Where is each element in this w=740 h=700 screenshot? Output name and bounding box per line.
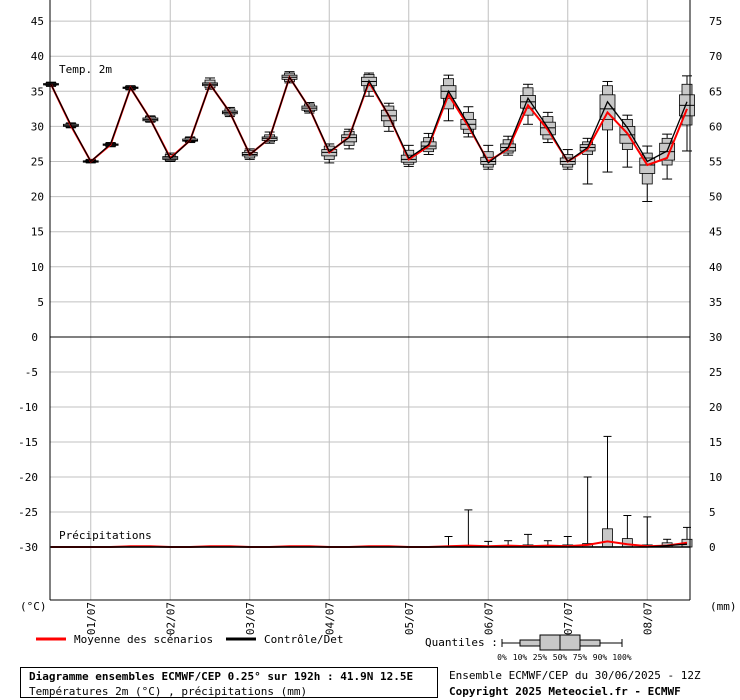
temp-left-tick: 45 [31, 15, 44, 28]
date-label: 06/07 [482, 602, 495, 635]
precip-left-tick: -5 [25, 366, 38, 379]
temp-boxplot [440, 74, 457, 122]
run-info: Ensemble ECMWF/CEP du 30/06/2025 - 12Z [449, 669, 701, 682]
title-box: Diagramme ensembles ECMWF/CEP 0.25° sur … [20, 667, 438, 698]
precip-right-tick: 10 [709, 471, 722, 484]
temp-right-tick: 65 [709, 85, 722, 98]
temp-right-tick: 50 [709, 191, 722, 204]
chart-title: Diagramme ensembles ECMWF/CEP 0.25° sur … [29, 670, 414, 683]
precip-left-tick: -15 [18, 436, 38, 449]
precip-boxplot [641, 516, 653, 548]
precip-left-tick: -10 [18, 401, 38, 414]
temp-left-tick: 25 [31, 156, 44, 169]
temp-left-tick: 5 [37, 296, 44, 309]
copyright: Copyright 2025 Meteociel.fr - ECMWF [449, 685, 681, 698]
grid-lines [50, 0, 690, 600]
quantile-tick: 75% [573, 653, 588, 662]
quantile-tick: 10% [513, 653, 528, 662]
precip-boxplot [462, 509, 474, 548]
temp-right-tick: 45 [709, 226, 722, 239]
legend-control-label: Contrôle/Det [264, 633, 343, 646]
quantile-tick-labels: 0% 10% 25% 50% 75% 90% 100% [497, 653, 632, 662]
date-label: 01/07 [85, 602, 98, 635]
precip-panel-title: Précipitations [59, 529, 152, 542]
quantile-tick: 100% [612, 653, 631, 662]
legend-mean-label: Moyenne des scénarios [74, 633, 213, 646]
axes [49, 0, 691, 601]
temp-boxplot [460, 106, 477, 138]
quantiles-inner-box-left [519, 639, 541, 647]
temp-left-tick: 30 [31, 120, 44, 133]
temp-left-tick: 20 [31, 191, 44, 204]
temp-panel-title: Temp. 2m [59, 63, 112, 76]
precip-boxplot [621, 515, 633, 548]
precip-boxplot [444, 536, 453, 547]
quantiles-label: Quantiles : [425, 636, 498, 649]
date-label: 05/07 [403, 602, 416, 635]
precip-box [602, 528, 613, 548]
date-label: 02/07 [164, 602, 177, 635]
quantile-tick: 0% [497, 653, 507, 662]
unit-right: (mm) [710, 600, 737, 613]
date-label: 07/07 [562, 602, 575, 635]
date-label: 04/07 [323, 602, 336, 635]
precip-right-tick: 30 [709, 331, 722, 344]
precip-right-tick: 5 [709, 506, 716, 519]
unit-left: (°C) [20, 600, 47, 613]
temp-left-tick: 10 [31, 261, 44, 274]
precip-right-tick: 25 [709, 366, 722, 379]
boxplot-inner-box [599, 94, 616, 120]
precip-left-tick: 0 [31, 331, 38, 344]
temp-boxplot [43, 81, 59, 87]
quantile-tick: 25% [533, 653, 548, 662]
precip-left-tick: -20 [18, 471, 38, 484]
temp-right-tick: 60 [709, 120, 722, 133]
temp-right-tick: 55 [709, 156, 722, 169]
precip-left-tick: -25 [18, 506, 38, 519]
temp-right-tick: 40 [709, 261, 722, 274]
temp-boxplot [599, 80, 616, 173]
precip-left-tick: -30 [18, 541, 38, 554]
temp-right-tick: 35 [709, 296, 722, 309]
temp-left-tick: 15 [31, 226, 44, 239]
quantiles-inner-box-right [579, 639, 601, 647]
precip-right-tick: 20 [709, 401, 722, 414]
temp-left-tick: 40 [31, 50, 44, 63]
temp-control-line [50, 75, 688, 164]
temp-right-tick: 75 [709, 15, 722, 28]
precip-boxplot [522, 533, 534, 548]
legend: Moyenne des scénarios Contrôle/Det [36, 633, 343, 646]
precip-right-tick: 15 [709, 436, 722, 449]
temp-right-tick: 70 [709, 50, 722, 63]
temp-boxplot [341, 128, 358, 150]
date-label: 03/07 [244, 602, 257, 635]
quantile-tick: 90% [593, 653, 608, 662]
quantile-tick: 50% [553, 653, 568, 662]
precip-boxplot [602, 435, 613, 548]
chart-subtitle: Températures 2m (°C) , précipitations (m… [29, 685, 308, 698]
date-label: 08/07 [641, 602, 654, 635]
quantiles-key: Quantiles : 0% 10% 25% 50% 75% 90% 100% [425, 634, 632, 662]
precip-right-tick: 0 [709, 541, 716, 554]
temp-boxplot [639, 145, 656, 203]
temp-left-tick: 35 [31, 85, 44, 98]
